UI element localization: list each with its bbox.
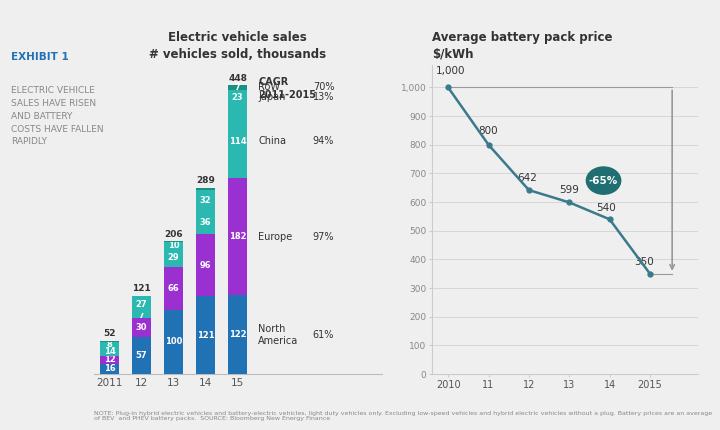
- Text: 66: 66: [168, 284, 179, 293]
- Text: 96: 96: [199, 261, 212, 270]
- Bar: [228, 85, 247, 90]
- Text: 57: 57: [136, 351, 148, 360]
- Text: 97%: 97%: [312, 232, 334, 242]
- Text: 10: 10: [168, 241, 179, 249]
- Title: Electric vehicle sales
# vehicles sold, thousands: Electric vehicle sales # vehicles sold, …: [149, 31, 326, 61]
- Text: 7: 7: [139, 311, 145, 320]
- Text: 61%: 61%: [312, 330, 334, 340]
- Text: 1,000: 1,000: [436, 66, 465, 76]
- Text: 206: 206: [164, 230, 183, 239]
- Text: 52: 52: [104, 329, 116, 338]
- Text: 16: 16: [104, 365, 115, 373]
- Text: 642: 642: [517, 173, 537, 183]
- Bar: [132, 318, 151, 337]
- Text: 27: 27: [136, 300, 148, 309]
- Text: 114: 114: [229, 137, 246, 146]
- Bar: [228, 90, 247, 104]
- Bar: [100, 364, 120, 374]
- Text: 121: 121: [132, 285, 151, 293]
- Bar: [164, 241, 183, 242]
- Text: North
America: North America: [258, 324, 299, 346]
- Bar: [132, 296, 151, 313]
- Text: 800: 800: [479, 126, 498, 136]
- Text: NOTE: Plug-in hybrid electric vehicles and battery-electric vehicles, light duty: NOTE: Plug-in hybrid electric vehicles a…: [94, 411, 712, 421]
- Ellipse shape: [586, 167, 621, 194]
- Text: Japan: Japan: [258, 92, 286, 102]
- Text: 23: 23: [232, 92, 243, 101]
- Text: 36: 36: [199, 218, 212, 227]
- Bar: [100, 356, 120, 364]
- Text: RoW: RoW: [258, 83, 280, 92]
- Bar: [196, 187, 215, 190]
- Text: 32: 32: [199, 196, 212, 205]
- Bar: [196, 296, 215, 374]
- Text: Europe: Europe: [258, 232, 292, 242]
- Text: -65%: -65%: [589, 175, 618, 186]
- Text: 599: 599: [559, 185, 579, 195]
- Text: ELECTRIC VEHICLE
SALES HAVE RISEN
AND BATTERY
COSTS HAVE FALLEN
RAPIDLY: ELECTRIC VEHICLE SALES HAVE RISEN AND BA…: [11, 86, 104, 146]
- Text: 289: 289: [196, 176, 215, 185]
- Text: 14: 14: [104, 347, 115, 356]
- Text: 70%: 70%: [312, 83, 334, 92]
- Bar: [100, 347, 120, 356]
- Bar: [164, 242, 183, 248]
- Text: 121: 121: [197, 331, 215, 340]
- Bar: [132, 337, 151, 374]
- Text: 540: 540: [595, 203, 616, 213]
- Bar: [196, 211, 215, 234]
- Bar: [164, 310, 183, 374]
- Bar: [196, 190, 215, 211]
- Bar: [164, 267, 183, 310]
- Text: 13%: 13%: [312, 92, 334, 102]
- Text: 94%: 94%: [312, 136, 334, 146]
- Text: Average battery pack price
$/kWh: Average battery pack price $/kWh: [432, 31, 613, 61]
- Bar: [164, 248, 183, 267]
- Text: EXHIBIT 1: EXHIBIT 1: [11, 52, 68, 61]
- Text: 122: 122: [229, 330, 246, 339]
- Bar: [228, 295, 247, 374]
- Bar: [100, 341, 120, 342]
- Text: 7: 7: [235, 83, 240, 92]
- Text: 30: 30: [136, 323, 148, 332]
- Text: 29: 29: [168, 253, 179, 262]
- Text: China: China: [258, 136, 287, 146]
- Text: 8: 8: [107, 340, 112, 349]
- Bar: [228, 104, 247, 178]
- Text: 448: 448: [228, 74, 247, 83]
- Text: 350: 350: [634, 258, 654, 267]
- Bar: [196, 234, 215, 296]
- Text: CAGR
2011-2015: CAGR 2011-2015: [258, 77, 316, 100]
- Text: 100: 100: [165, 338, 182, 346]
- Bar: [132, 313, 151, 318]
- Bar: [228, 178, 247, 295]
- Text: 182: 182: [229, 232, 246, 241]
- Text: 12: 12: [104, 356, 115, 364]
- Bar: [100, 342, 120, 347]
